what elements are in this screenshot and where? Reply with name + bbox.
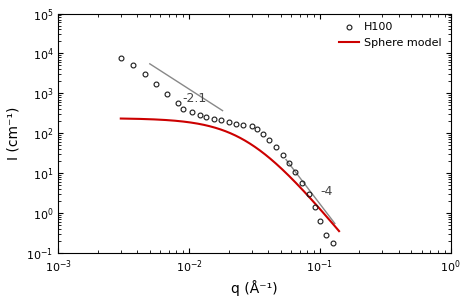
H100 <box>175 101 181 105</box>
H100 <box>154 82 159 86</box>
H100 <box>118 56 124 60</box>
H100 <box>286 161 292 165</box>
Line: Sphere model: Sphere model <box>121 118 339 231</box>
H100 <box>189 110 195 114</box>
Sphere model <box>297 185 302 189</box>
H100 <box>226 120 231 124</box>
H100 <box>180 108 186 111</box>
H100 <box>218 119 224 122</box>
H100 <box>211 117 217 121</box>
H100 <box>306 192 312 196</box>
H100 <box>130 63 136 67</box>
H100 <box>261 132 266 136</box>
Sphere model <box>248 142 254 146</box>
H100 <box>142 72 148 75</box>
Sphere model <box>331 223 336 227</box>
H100 <box>330 241 336 245</box>
Sphere model <box>336 229 342 233</box>
H100 <box>273 145 278 148</box>
H100 <box>241 123 246 126</box>
H100 <box>249 124 255 128</box>
X-axis label: q (Å⁻¹): q (Å⁻¹) <box>231 280 278 296</box>
H100 <box>292 171 298 174</box>
H100 <box>197 113 202 116</box>
Sphere model <box>223 129 228 133</box>
H100 <box>299 181 305 185</box>
Line: H100: H100 <box>118 55 336 245</box>
H100 <box>266 138 272 142</box>
H100 <box>317 219 323 222</box>
H100 <box>323 233 329 237</box>
H100 <box>280 153 285 157</box>
Text: -4: -4 <box>320 185 332 198</box>
Legend: H100, Sphere model: H100, Sphere model <box>336 19 445 51</box>
H100 <box>254 127 260 131</box>
H100 <box>164 92 170 96</box>
H100 <box>234 122 239 125</box>
Y-axis label: I (cm⁻¹): I (cm⁻¹) <box>7 107 21 160</box>
Sphere model <box>236 135 241 139</box>
H100 <box>204 115 209 118</box>
Sphere model <box>222 129 227 133</box>
H100 <box>313 205 318 209</box>
Sphere model <box>118 117 124 120</box>
Text: -2.1: -2.1 <box>182 92 206 105</box>
